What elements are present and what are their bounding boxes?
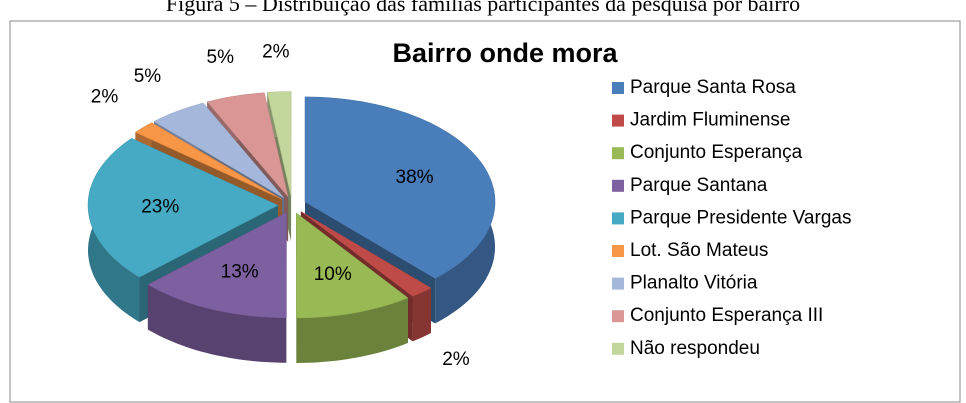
- slice: [304, 96, 496, 279]
- slice: [266, 91, 292, 197]
- legend-label: Parque Santana: [630, 175, 768, 196]
- legend-label: Jardim Fluminense: [630, 110, 791, 131]
- legend-label: Parque Presidente Vargas: [630, 207, 851, 228]
- slice: [300, 211, 432, 297]
- legend-label: Conjunto Esperança: [630, 142, 803, 163]
- data-label: 2%: [262, 41, 290, 62]
- slice: [87, 138, 279, 278]
- legend-swatch: [612, 179, 624, 192]
- data-label: 38%: [396, 167, 434, 188]
- legend-label: Lot. São Mateus: [630, 240, 768, 261]
- data-label: 10%: [314, 264, 352, 285]
- legend-swatch: [612, 310, 624, 323]
- caption: Figura 5 – Distribuição das famílias par…: [166, 0, 800, 16]
- legend-swatch: [612, 245, 624, 257]
- data-label: 23%: [141, 196, 179, 217]
- slice-wall: [412, 288, 431, 342]
- legend-swatch: [612, 212, 624, 225]
- legend-swatch: [612, 277, 624, 290]
- slice-wall: [147, 284, 287, 363]
- data-label: 2%: [442, 349, 470, 370]
- slice: [296, 212, 409, 319]
- legend-label: Conjunto Esperança III: [630, 305, 823, 326]
- legend-swatch: [612, 342, 624, 355]
- data-label: 2%: [91, 86, 119, 107]
- slice-wall: [296, 297, 408, 363]
- chart-title: Bairro onde mora: [392, 38, 618, 68]
- data-label: 13%: [221, 261, 259, 282]
- legend-label: Não respondeu: [630, 338, 760, 359]
- slice: [134, 122, 282, 200]
- slice: [153, 102, 285, 199]
- legend-swatch: [612, 82, 624, 94]
- legend-label: Parque Santa Rosa: [630, 77, 796, 98]
- slice: [206, 92, 289, 198]
- legend-label: Planalto Vitória: [630, 273, 758, 294]
- slice: [147, 212, 287, 318]
- data-label: 5%: [207, 47, 235, 68]
- data-label: 5%: [134, 66, 162, 87]
- legend-swatch: [612, 114, 624, 127]
- legend-swatch: [612, 147, 624, 160]
